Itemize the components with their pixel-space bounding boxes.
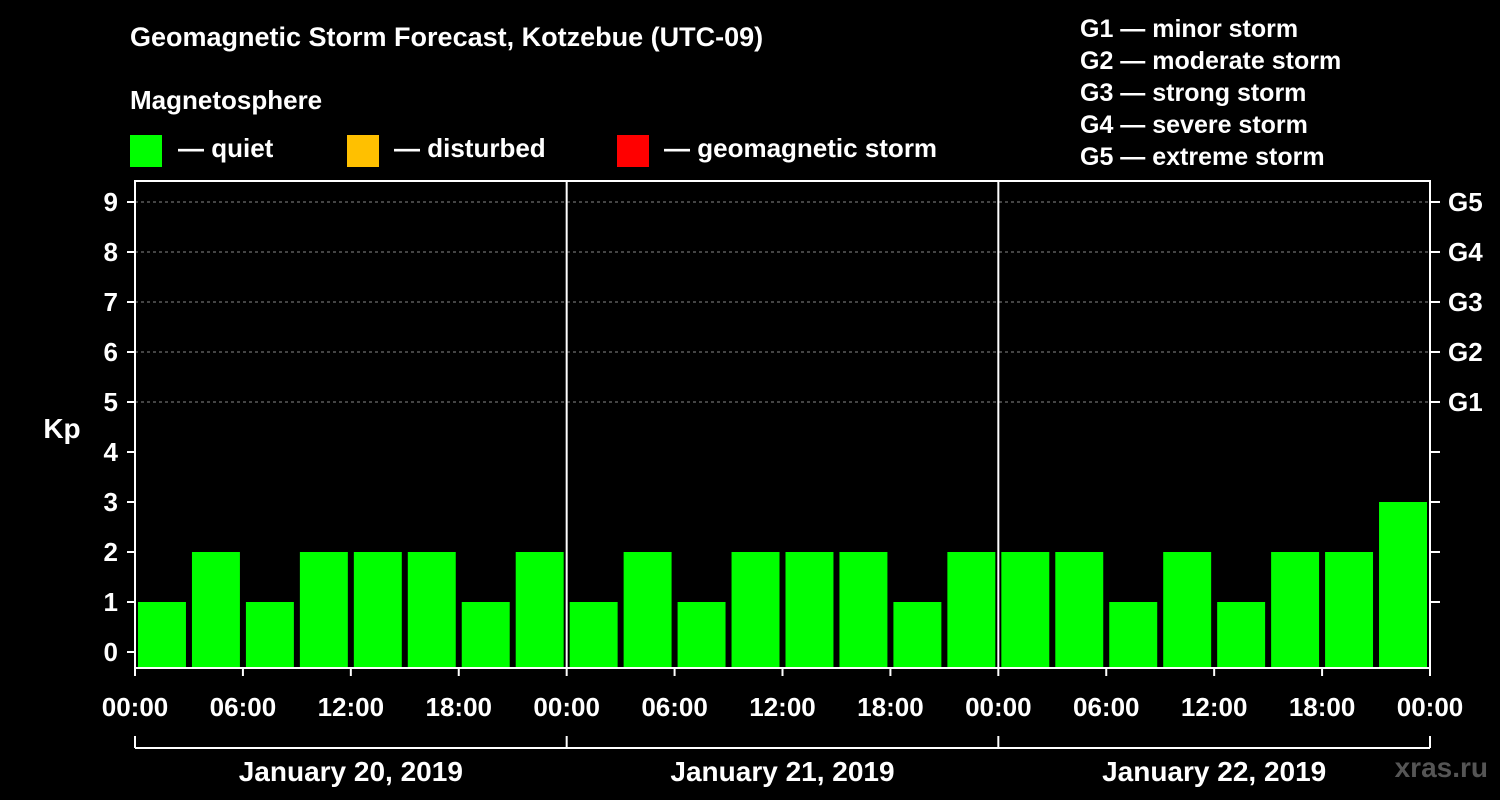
x-tick-label: 18:00 [1289,692,1356,722]
x-tick-label: 06:00 [1073,692,1140,722]
chart-title: Geomagnetic Storm Forecast, Kotzebue (UT… [130,22,764,52]
x-tick-label: 12:00 [1181,692,1248,722]
g-level-label: G2 [1448,337,1483,367]
g-level-label: G1 [1448,387,1483,417]
kp-bar [893,602,942,668]
x-tick-label: 12:00 [318,692,385,722]
g-scale-item: G4 — severe storm [1080,111,1308,139]
x-tick-label: 18:00 [426,692,493,722]
kp-bar [1001,552,1050,668]
kp-bar [1109,602,1158,668]
kp-bar [623,552,672,668]
kp-bar [353,552,402,668]
y-tick-label: 6 [104,337,118,367]
g-scale-item: G3 — strong storm [1080,79,1307,107]
legend-label-storm: — geomagnetic storm [664,133,938,163]
kp-bar [1217,602,1266,668]
kp-bar [1379,502,1427,668]
x-tick-label: 18:00 [857,692,924,722]
g-scale-item: G1 — minor storm [1080,15,1299,43]
day-label: January 20, 2019 [239,756,463,787]
kp-bar [839,552,888,668]
day-label: January 21, 2019 [670,756,894,787]
x-tick-label: 00:00 [1397,692,1464,722]
g-scale-item: G5 — extreme storm [1080,143,1325,171]
y-tick-label: 1 [104,587,118,617]
kp-bar [299,552,348,668]
kp-bar [569,602,618,668]
kp-bar [138,602,186,668]
y-tick-label: 2 [104,537,118,567]
kp-bar [515,552,564,668]
day-label: January 22, 2019 [1102,756,1326,787]
x-tick-label: 06:00 [641,692,708,722]
kp-bar [461,602,510,668]
y-tick-label: 3 [104,487,118,517]
kp-bar [1325,552,1374,668]
kp-bar [1163,552,1212,668]
y-tick-label: 8 [104,237,118,267]
kp-bar [407,552,456,668]
y-tick-label: 0 [104,637,118,667]
legend-label-quiet: — quiet [178,133,274,163]
kp-bar [191,552,240,668]
y-axis-label: Kp [43,413,80,444]
legend-swatch-storm [617,135,649,167]
legend-label-disturbed: — disturbed [394,133,546,163]
y-tick-label: 9 [104,187,118,217]
kp-bar [731,552,780,668]
x-tick-label: 06:00 [210,692,277,722]
g-scale-item: G2 — moderate storm [1080,47,1342,75]
x-tick-label: 00:00 [965,692,1032,722]
g-level-label: G5 [1448,187,1483,217]
x-tick-label: 00:00 [533,692,600,722]
magnetosphere-title: Magnetosphere [130,85,323,115]
kp-bar [785,552,834,668]
kp-bar [677,602,726,668]
y-tick-label: 5 [104,387,118,417]
legend-swatch-quiet [130,135,162,167]
x-tick-label: 12:00 [749,692,816,722]
y-tick-label: 7 [104,287,118,317]
legend-swatch-disturbed [347,135,379,167]
kp-bar [1271,552,1320,668]
kp-bar [947,552,996,668]
kp-bar [245,602,294,668]
g-level-label: G3 [1448,287,1483,317]
watermark: xras.ru [1394,752,1488,783]
g-level-label: G4 [1448,237,1483,267]
kp-bar [1055,552,1104,668]
x-tick-label: 00:00 [102,692,169,722]
y-tick-label: 4 [104,437,119,467]
